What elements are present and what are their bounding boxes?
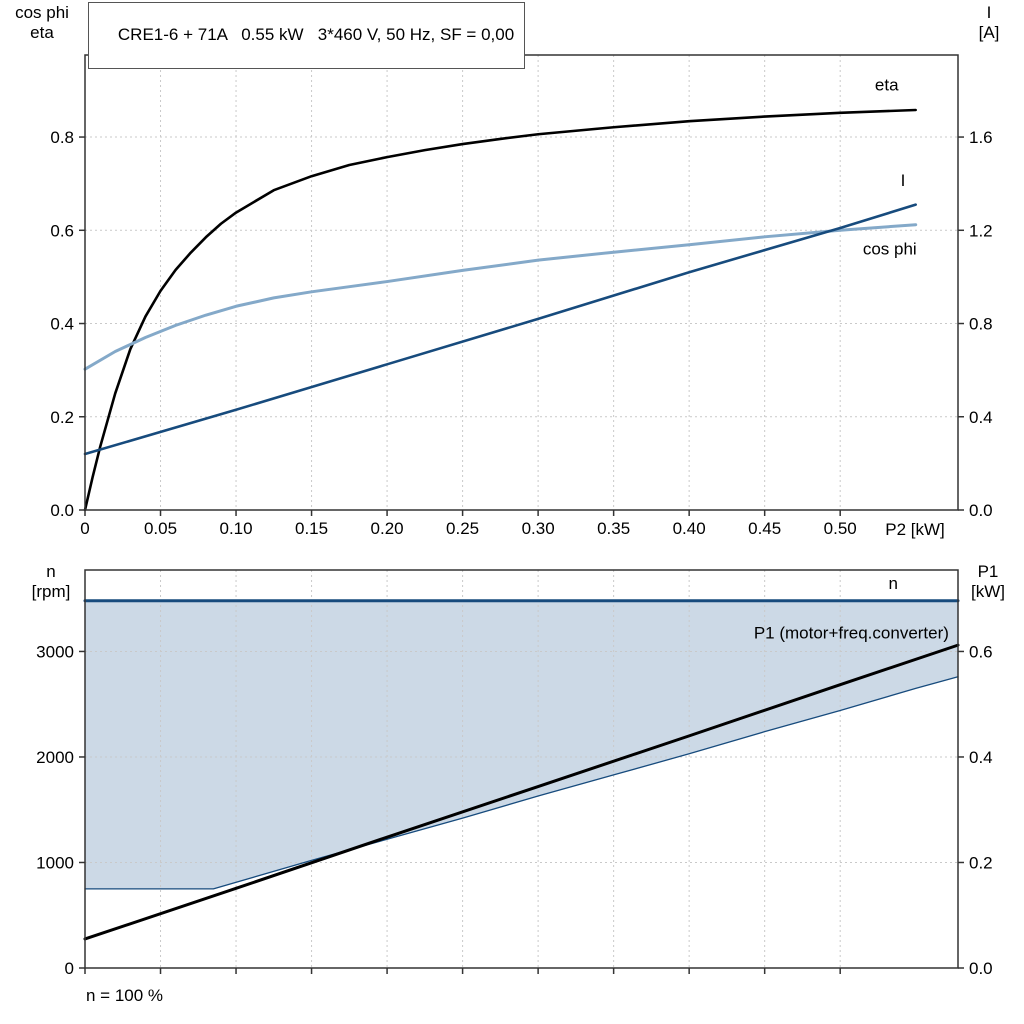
x-tick-label: 0 xyxy=(80,519,89,538)
right-tick-label: 0.4 xyxy=(969,408,993,427)
speed-footnote: n = 100 % xyxy=(86,986,164,1005)
top-right-axis-label: I [A] xyxy=(958,3,1020,43)
x-tick-label: 0.10 xyxy=(219,519,252,538)
left-axis-label-line1: cos phi xyxy=(15,3,69,22)
x-tick-label: 0.40 xyxy=(673,519,706,538)
x-tick-label: 0.45 xyxy=(748,519,781,538)
plot-frame xyxy=(84,569,959,969)
left-tick-label: 3000 xyxy=(36,642,74,661)
left-tick-label: 0.8 xyxy=(50,128,74,147)
right-tick-label: 1.6 xyxy=(969,128,993,147)
x-tick-label: 0.35 xyxy=(597,519,630,538)
x-tick-label: 0.20 xyxy=(371,519,404,538)
series-eta-label: eta xyxy=(875,75,899,94)
left-tick-label: 0.4 xyxy=(50,315,74,334)
series-current-label: I xyxy=(901,171,906,190)
bottom-right-axis-label: P1 [kW] xyxy=(954,562,1022,602)
right-tick-label: 0.6 xyxy=(969,642,993,661)
left-tick-label: 1000 xyxy=(36,853,74,872)
left-axis-label-line2: eta xyxy=(30,23,54,42)
series-eta-line xyxy=(83,108,918,512)
left-tick-label: 0.6 xyxy=(50,221,74,240)
series-min-speed-line xyxy=(84,676,959,890)
series-p1-line xyxy=(83,643,960,941)
left-tick-label: 0 xyxy=(65,959,74,978)
p1-axis-label-line2: [kW] xyxy=(971,582,1005,601)
x-tick-label: 0.25 xyxy=(446,519,479,538)
x-tick-label: 0.05 xyxy=(144,519,177,538)
speed-axis-label-line1: n xyxy=(46,562,56,581)
x-axis-label: P2 [kW] xyxy=(885,520,945,539)
series-cos-phi-label: cos phi xyxy=(863,240,917,259)
right-tick-label: 0.4 xyxy=(969,748,993,767)
right-tick-label: 0.0 xyxy=(969,959,993,978)
right-tick-label: 1.2 xyxy=(969,221,993,240)
operating-range-fill xyxy=(85,600,958,889)
right-tick-label: 0.2 xyxy=(969,853,993,872)
series-n-label: n xyxy=(889,574,898,593)
series-p1-label: P1 (motor+freq.converter) xyxy=(754,623,949,642)
p1-axis-label-line1: P1 xyxy=(977,562,999,581)
right-axis-label-line2: [A] xyxy=(978,23,1000,42)
right-tick-label: 0.8 xyxy=(969,315,993,334)
speed-axis-label-line2: [rpm] xyxy=(31,582,71,601)
left-tick-label: 0.0 xyxy=(50,501,74,520)
plot-frame xyxy=(84,54,959,511)
series-current-line xyxy=(83,203,918,456)
series-cos-phi-line xyxy=(83,223,918,371)
x-tick-label: 0.15 xyxy=(295,519,328,538)
left-tick-label: 0.2 xyxy=(50,408,74,427)
chart-title: CRE1-6 + 71A 0.55 kW 3*460 V, 50 Hz, SF … xyxy=(117,25,515,44)
x-tick-label: 0.50 xyxy=(824,519,857,538)
chart-title-box: CRE1-6 + 71A 0.55 kW 3*460 V, 50 Hz, SF … xyxy=(88,2,526,69)
top-left-axis-label: cos phi eta xyxy=(4,3,80,43)
x-tick-label: 0.30 xyxy=(522,519,555,538)
bottom-left-axis-label: n [rpm] xyxy=(16,562,86,602)
right-tick-label: 0.0 xyxy=(969,501,993,520)
right-axis-label-line1: I xyxy=(986,3,992,22)
left-tick-label: 2000 xyxy=(36,748,74,767)
